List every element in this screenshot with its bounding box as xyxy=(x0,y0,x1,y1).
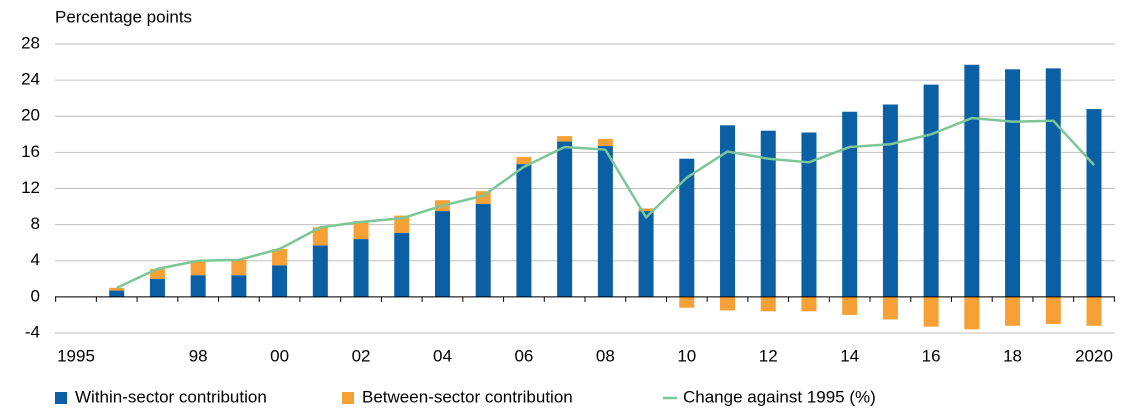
plot xyxy=(55,64,1115,330)
bar xyxy=(109,287,125,291)
x-tick-label: 12 xyxy=(759,346,778,365)
bar xyxy=(923,84,939,297)
y-tick-label: -4 xyxy=(25,322,40,341)
bar xyxy=(272,249,288,266)
bar xyxy=(1045,68,1061,297)
x-tick-label: 00 xyxy=(270,346,289,365)
y-tick-label: 16 xyxy=(21,142,40,161)
bar xyxy=(597,146,613,297)
y-tick-label: 24 xyxy=(21,70,40,89)
x-tick-label: 1995 xyxy=(57,346,95,365)
line xyxy=(116,116,1095,289)
y-tick-label: 20 xyxy=(21,106,40,125)
bar xyxy=(720,296,736,311)
x-tick-label: 98 xyxy=(189,346,208,365)
bar xyxy=(679,296,695,308)
bar xyxy=(557,136,573,142)
bar xyxy=(638,211,654,297)
legend-label: Between-sector contribution xyxy=(362,387,573,406)
bar xyxy=(231,259,247,276)
bar xyxy=(720,125,736,297)
bar xyxy=(149,278,165,297)
bar xyxy=(964,64,980,297)
bar xyxy=(597,138,613,147)
bar xyxy=(516,156,532,165)
bar xyxy=(516,164,532,297)
bar xyxy=(353,239,369,297)
legend-swatch xyxy=(55,392,67,404)
bar xyxy=(557,141,573,297)
x-tick-label: 10 xyxy=(677,346,696,365)
legend: Within-sector contribution Between-sector… xyxy=(55,387,876,406)
bar xyxy=(842,296,858,315)
bar xyxy=(1005,296,1021,326)
x-tick-label: 16 xyxy=(922,346,941,365)
bar xyxy=(801,296,817,312)
bar xyxy=(760,130,776,297)
y-tick-label: 12 xyxy=(21,178,40,197)
bar xyxy=(882,296,898,320)
y-tick-label: 28 xyxy=(21,33,40,52)
y-tick-label: 4 xyxy=(31,250,40,269)
y-axis-title: Percentage points xyxy=(55,7,192,26)
bar xyxy=(149,268,165,279)
x-tick-label: 06 xyxy=(514,346,533,365)
legend-label: Change against 1995 (%) xyxy=(683,387,876,406)
bar xyxy=(1086,296,1102,326)
bar xyxy=(1045,296,1061,324)
bar xyxy=(312,245,328,297)
bar xyxy=(801,132,817,297)
bar xyxy=(109,290,125,297)
bar xyxy=(190,260,206,276)
x-tick-label: 2020 xyxy=(1075,346,1113,365)
bar xyxy=(1005,69,1021,297)
legend-label: Within-sector contribution xyxy=(75,387,267,406)
bar xyxy=(353,221,369,240)
y-tick-label: 0 xyxy=(31,286,40,305)
legend-swatch xyxy=(342,392,354,404)
bar xyxy=(638,208,654,212)
bar xyxy=(190,275,206,297)
bar xyxy=(842,111,858,297)
bar xyxy=(679,158,695,297)
x-tick-label: 08 xyxy=(596,346,615,365)
x-tick-label: 02 xyxy=(352,346,371,365)
bar xyxy=(434,211,450,297)
x-tick-label: 04 xyxy=(433,346,452,365)
x-tick-label: 18 xyxy=(1003,346,1022,365)
bar xyxy=(272,265,288,297)
bar xyxy=(231,275,247,297)
bar xyxy=(760,296,776,312)
bar xyxy=(394,232,410,297)
x-tick-label: 14 xyxy=(840,346,859,365)
bar xyxy=(964,296,980,330)
y-tick-label: 8 xyxy=(31,214,40,233)
bar xyxy=(882,104,898,297)
bar xyxy=(1086,109,1102,297)
bar xyxy=(923,296,939,327)
bar xyxy=(475,203,491,297)
bar xyxy=(312,227,328,246)
